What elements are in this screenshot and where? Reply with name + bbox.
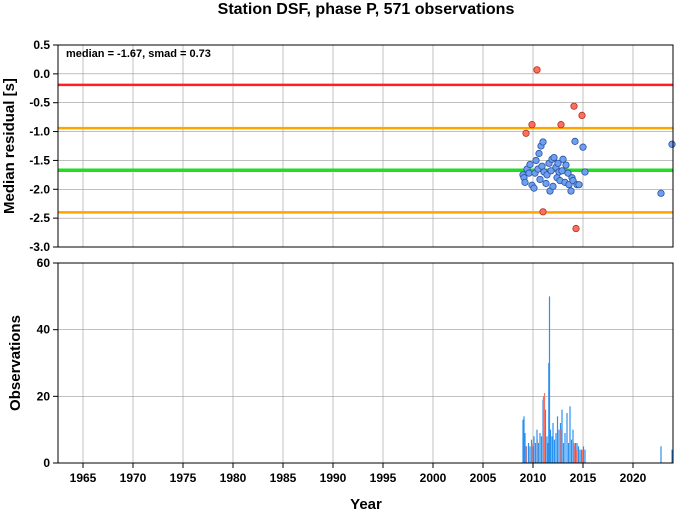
residual-y-axis-label: Median residual [s] [1,78,18,214]
outlier-point [522,129,530,137]
residual-point [525,169,533,177]
residual-point [571,137,579,145]
residual-point [579,143,587,151]
residual-point [564,169,572,177]
observation-bars [522,296,673,463]
year-x-tick-label: 1985 [270,471,297,485]
residual-point [530,184,538,192]
year-x-tick-label: 2020 [620,471,647,485]
observations-y-ticks: 60 40 20 0 [37,256,58,470]
outlier-point [570,102,578,110]
observations-grid [58,262,673,464]
year-x-tick-label: 1975 [170,471,197,485]
observations-y-tick-label: 0 [43,456,50,470]
residual-point [542,179,550,188]
reference-lines [58,83,673,214]
year-x-tick-label: 1970 [120,471,147,485]
outlier-point [572,224,580,233]
residual-y-tick-label: -2.5 [29,211,50,225]
residual-point [532,156,540,165]
residual-point [535,149,543,158]
residual-points [519,66,676,233]
year-x-tick-label: 2005 [470,471,497,485]
outlier-point [578,111,586,120]
residual-point [526,160,534,169]
residual-point [550,153,558,162]
observations-panel: 60 40 20 0 1965 1970 1975 1980 1985 1990 1995 2000… [7,256,674,511]
observations-y-tick-label: 40 [37,323,51,337]
observations-y-tick-label: 20 [37,389,51,403]
residual-point [536,175,544,184]
residual-point [558,167,566,175]
residual-point [657,189,665,197]
residual-point [549,182,557,190]
residual-y-tick-label: -1.5 [29,153,50,167]
year-x-ticks: 1965 1970 1975 1980 1985 1990 1995 2000 2005 2010… [70,463,647,485]
residual-y-tick-label: 0.0 [33,67,50,81]
outlier-point [528,121,536,129]
residual-point [575,181,583,189]
residual-point [668,140,676,148]
year-x-tick-label: 2015 [570,471,597,485]
outlier-point [557,121,565,129]
residual-point [581,168,589,176]
year-x-axis-label: Year [350,496,382,511]
residual-point [539,138,547,146]
residual-point [562,161,570,169]
residual-point [547,167,555,175]
year-x-tick-label: 1995 [370,471,397,485]
year-x-tick-label: 1965 [70,471,97,485]
residual-point [554,159,562,167]
residual-panel-frame [57,44,674,248]
observations-y-axis-label: Observations [7,315,24,411]
residual-point [559,155,567,163]
observations-panel-frame [57,262,674,464]
year-x-tick-label: 1990 [320,471,347,485]
residual-y-ticks: 0.5 0.0 -0.5 -1.0 -1.5 -2.0 -2.5 -3.0 [29,38,58,254]
residual-panel: 0.5 0.0 -0.5 -1.0 -1.5 -2.0 -2.5 -3.0 median = … [1,38,676,254]
outlier-point [539,208,547,216]
residual-y-tick-label: -1.0 [29,125,50,139]
year-x-tick-label: 2000 [420,471,447,485]
residual-y-tick-label: -3.0 [29,240,50,254]
outlier-point [533,66,541,74]
residual-y-tick-label: -2.0 [29,182,50,196]
year-x-tick-label: 2010 [520,471,547,485]
observations-y-tick-label: 60 [37,256,51,270]
residual-y-tick-label: 0.5 [33,38,50,52]
residual-y-tick-label: -0.5 [29,96,50,110]
median-annotation: median = -1.67, smad = 0.73 [66,48,211,60]
residual-point [567,187,575,195]
year-x-tick-label: 1980 [220,471,247,485]
residual-point [521,178,529,186]
chart-title: Station DSF, phase P, 571 observations [218,1,515,18]
